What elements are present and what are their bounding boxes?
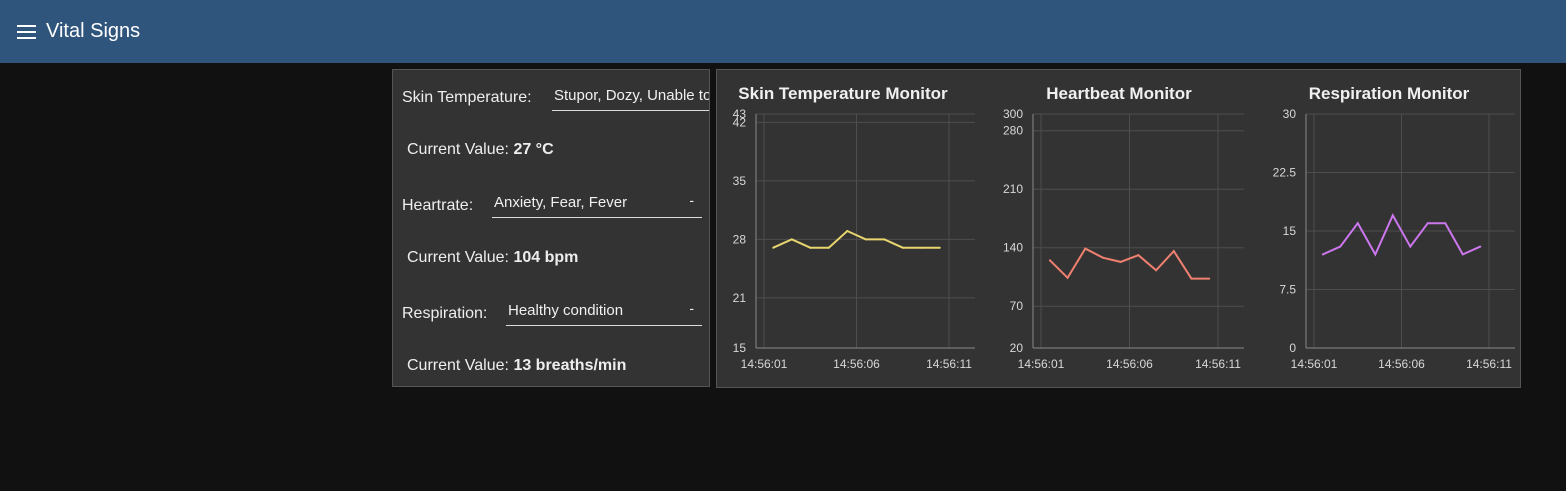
data-point (920, 246, 923, 249)
y-tick-label: 15 (1283, 224, 1297, 238)
series-line (1322, 213, 1481, 257)
y-tick-label: 280 (1003, 124, 1023, 138)
data-point (1426, 222, 1429, 225)
respiration-current: Current Value: 13 breaths/min (407, 357, 626, 375)
x-tick-label: 14:56:11 (926, 357, 972, 371)
y-tick-label: 140 (1003, 241, 1023, 255)
hamburger-menu-icon[interactable] (17, 25, 36, 39)
chart-title: Skin Temperature Monitor (738, 84, 948, 103)
data-point (1444, 222, 1447, 225)
data-point (1048, 259, 1051, 262)
current-value-label: Current Value: (407, 249, 509, 266)
x-tick-label: 14:56:06 (1378, 357, 1425, 371)
chevron-down-icon: - (689, 192, 694, 208)
data-point (790, 238, 793, 241)
skin-temperature-value: 27 °C (513, 141, 554, 158)
respiration-value: 13 breaths/min (513, 357, 627, 374)
data-point (1374, 253, 1377, 256)
x-tick-label: 14:56:01 (1018, 357, 1065, 371)
heartrate-selected: Anxiety, Fear, Fever (494, 194, 628, 211)
skin-temperature-current: Current Value: 27 °C (407, 141, 554, 159)
data-point (864, 238, 867, 241)
x-tick-label: 14:56:11 (1466, 357, 1512, 371)
respiration-selected: Healthy condition (508, 302, 624, 319)
app-bar: Vital Signs (0, 0, 1566, 63)
y-tick-label: 15 (733, 341, 747, 355)
chevron-down-icon: - (689, 300, 694, 316)
respiration-select[interactable]: Healthy condition - (506, 299, 702, 326)
data-point (1479, 245, 1482, 248)
data-point (772, 246, 775, 249)
skin-temperature-label: Skin Temperature: (402, 89, 532, 106)
data-point (1208, 277, 1211, 280)
y-tick-label: 28 (733, 232, 747, 246)
data-point (846, 230, 849, 232)
monitor-charts-panel: Skin Temperature Monitor 15 21 28 35 42 43 14:5… (716, 69, 1521, 388)
data-point (1321, 253, 1324, 256)
y-tick-label: 21 (733, 291, 747, 305)
y-tick-label: 70 (1010, 299, 1024, 313)
y-tick-label: 30 (1283, 107, 1297, 121)
x-tick-label: 14:56:11 (1195, 357, 1241, 371)
y-tick-label: 35 (733, 174, 747, 188)
respiration-label: Respiration: (402, 305, 488, 322)
series-line (772, 229, 940, 249)
data-point (809, 246, 812, 249)
data-point (1172, 250, 1175, 253)
data-point (1101, 256, 1104, 259)
current-value-label: Current Value: (407, 141, 509, 158)
heartrate-current: Current Value: 104 bpm (407, 249, 578, 267)
data-point (883, 238, 886, 241)
heartrate-value: 104 bpm (513, 249, 579, 266)
chart-title: Respiration Monitor (1309, 84, 1470, 103)
data-point (1155, 269, 1158, 272)
y-tick-label: 43 (733, 107, 747, 121)
heartrate-label: Heartrate: (402, 197, 474, 214)
y-tick-label: 22.5 (1273, 166, 1297, 180)
x-tick-label: 14:56:01 (1291, 357, 1338, 371)
app-title: Vital Signs (46, 20, 141, 42)
skin-temperature-select[interactable]: Stupor, Dozy, Unable to (552, 84, 710, 111)
vital-controls-panel: Skin Temperature: Stupor, Dozy, Unable t… (392, 69, 710, 387)
data-point (1084, 247, 1087, 250)
data-point (827, 246, 830, 249)
y-tick-label: 42 (733, 115, 747, 129)
data-point (1119, 260, 1122, 263)
x-tick-label: 14:56:01 (741, 357, 788, 371)
heartrate-select[interactable]: Anxiety, Fear, Fever - (492, 191, 702, 218)
data-point (938, 246, 941, 249)
skin-temperature-selected: Stupor, Dozy, Unable to (554, 87, 710, 104)
y-tick-label: 0 (1289, 341, 1296, 355)
y-tick-label: 7.5 (1279, 283, 1296, 297)
current-value-label: Current Value: (407, 357, 509, 374)
data-point (1409, 245, 1412, 248)
data-point (1339, 245, 1342, 248)
series-line (1049, 247, 1210, 280)
y-tick-label: 210 (1003, 182, 1023, 196)
chart-title: Heartbeat Monitor (1046, 84, 1192, 103)
data-point (1137, 254, 1140, 257)
data-point (1391, 214, 1394, 217)
data-point (1066, 276, 1069, 279)
y-tick-label: 20 (1010, 341, 1024, 355)
data-point (1356, 222, 1359, 225)
data-point (901, 246, 904, 249)
x-tick-label: 14:56:06 (1106, 357, 1153, 371)
y-tick-label: 300 (1003, 107, 1023, 121)
data-point (1461, 253, 1464, 256)
x-tick-label: 14:56:06 (833, 357, 880, 371)
data-point (1190, 277, 1193, 280)
